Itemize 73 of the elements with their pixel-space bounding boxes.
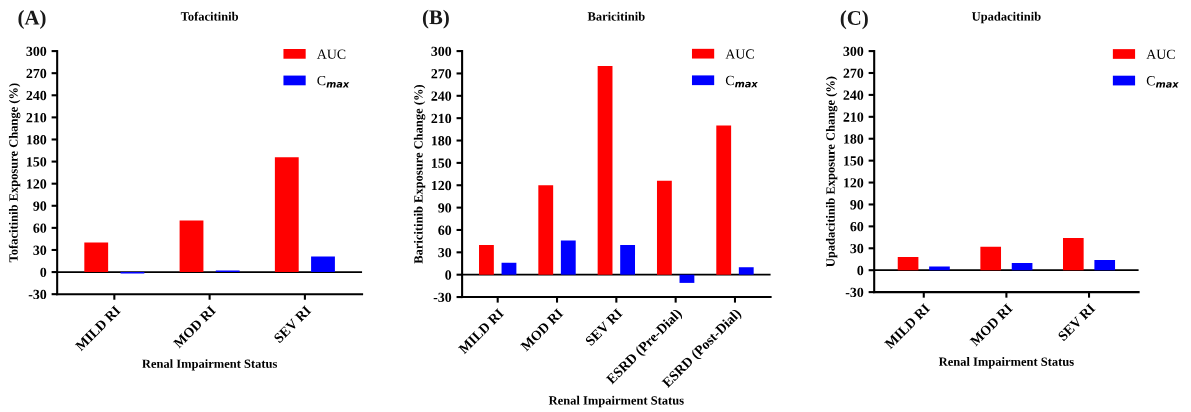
bar	[897, 257, 919, 271]
text: (A)	[18, 10, 46, 29]
bar	[84, 242, 109, 273]
bar	[597, 65, 613, 275]
y-tick-label: 60	[850, 221, 864, 232]
legend-label: AUC	[1146, 49, 1175, 59]
y-axis-title: Baricitinib Exposure Change (%)	[413, 84, 426, 264]
y-tick-label: 150	[27, 157, 47, 167]
x-axis-title: Renal Impairment Status	[548, 395, 684, 408]
y-tick-label: 270	[431, 69, 452, 79]
bar	[1062, 238, 1084, 271]
y-tick-label: 240	[26, 90, 47, 101]
y-tick-label: 150	[844, 156, 864, 166]
y-tick-label: 90	[850, 200, 864, 210]
legend-label: C$_{max}$	[1146, 76, 1179, 88]
bar	[179, 220, 204, 273]
y-tick-label: -30	[28, 289, 47, 300]
bar	[716, 125, 732, 275]
y-tick-label: 240	[843, 90, 864, 100]
y-tick-label: 210	[26, 112, 47, 123]
y-tick-label: 300	[26, 46, 47, 57]
y-tick-label: 30	[33, 245, 47, 255]
y-tick-label: 270	[843, 68, 864, 78]
y-tick-label: 30	[850, 243, 864, 254]
bar	[560, 240, 576, 275]
bar	[311, 256, 335, 273]
x-axis-title: Renal Impairment Status	[142, 359, 278, 371]
y-tick-label: -30	[845, 287, 864, 298]
bar	[738, 267, 754, 275]
bar	[479, 244, 494, 275]
y-tick-label: 180	[844, 134, 864, 144]
legend-label: AUC	[725, 49, 754, 59]
y-tick-label: 0	[40, 267, 47, 278]
text: (C)	[840, 10, 868, 30]
y-tick-label: 60	[438, 225, 452, 235]
bar	[620, 244, 636, 275]
y-tick-label: 150	[431, 158, 452, 168]
y-tick-label: 90	[438, 203, 452, 213]
y-tick-label: 210	[843, 112, 864, 122]
bar	[656, 180, 672, 275]
y-tick-label: 120	[431, 180, 452, 191]
y-tick-label: 180	[431, 136, 452, 146]
legend-label: C$_{max}$	[317, 75, 350, 88]
x-axis-title: Renal Impairment Status	[938, 357, 1074, 369]
bar	[501, 262, 517, 275]
y-tick-label: 300	[843, 46, 864, 57]
chart-title: Baricitinib	[587, 11, 645, 21]
y-tick-label: 0	[445, 270, 452, 280]
bar	[538, 185, 554, 275]
chart-title: Tofacitinib	[180, 11, 239, 21]
y-tick-label: 210	[431, 113, 452, 124]
chart-title: Upadacitinib	[971, 11, 1041, 24]
bar	[980, 246, 1002, 271]
y-tick-label: 300	[431, 46, 452, 57]
y-tick-label: 30	[438, 247, 452, 258]
y-tick-label: 120	[27, 179, 47, 189]
legend-label: AUC	[316, 49, 346, 59]
y-axis-title: Upadacitinib Exposure Change (%)	[825, 76, 838, 267]
bar	[274, 157, 299, 273]
y-tick-label: 180	[27, 135, 47, 145]
y-tick-label: 60	[33, 223, 47, 233]
bar	[679, 274, 695, 283]
y-axis-title: Tofacitinib Exposure Change (%)	[8, 83, 21, 263]
legend-label: C$_{max}$	[725, 75, 758, 88]
bar	[1011, 262, 1033, 271]
y-tick-label: 240	[431, 91, 452, 101]
y-tick-label: 0	[857, 265, 864, 276]
y-tick-label: -30	[433, 292, 452, 303]
y-tick-label: 120	[844, 178, 864, 188]
bar	[1094, 259, 1116, 271]
y-tick-label: 270	[26, 68, 47, 79]
text: (B)	[422, 9, 449, 29]
y-tick-label: 90	[33, 201, 47, 211]
